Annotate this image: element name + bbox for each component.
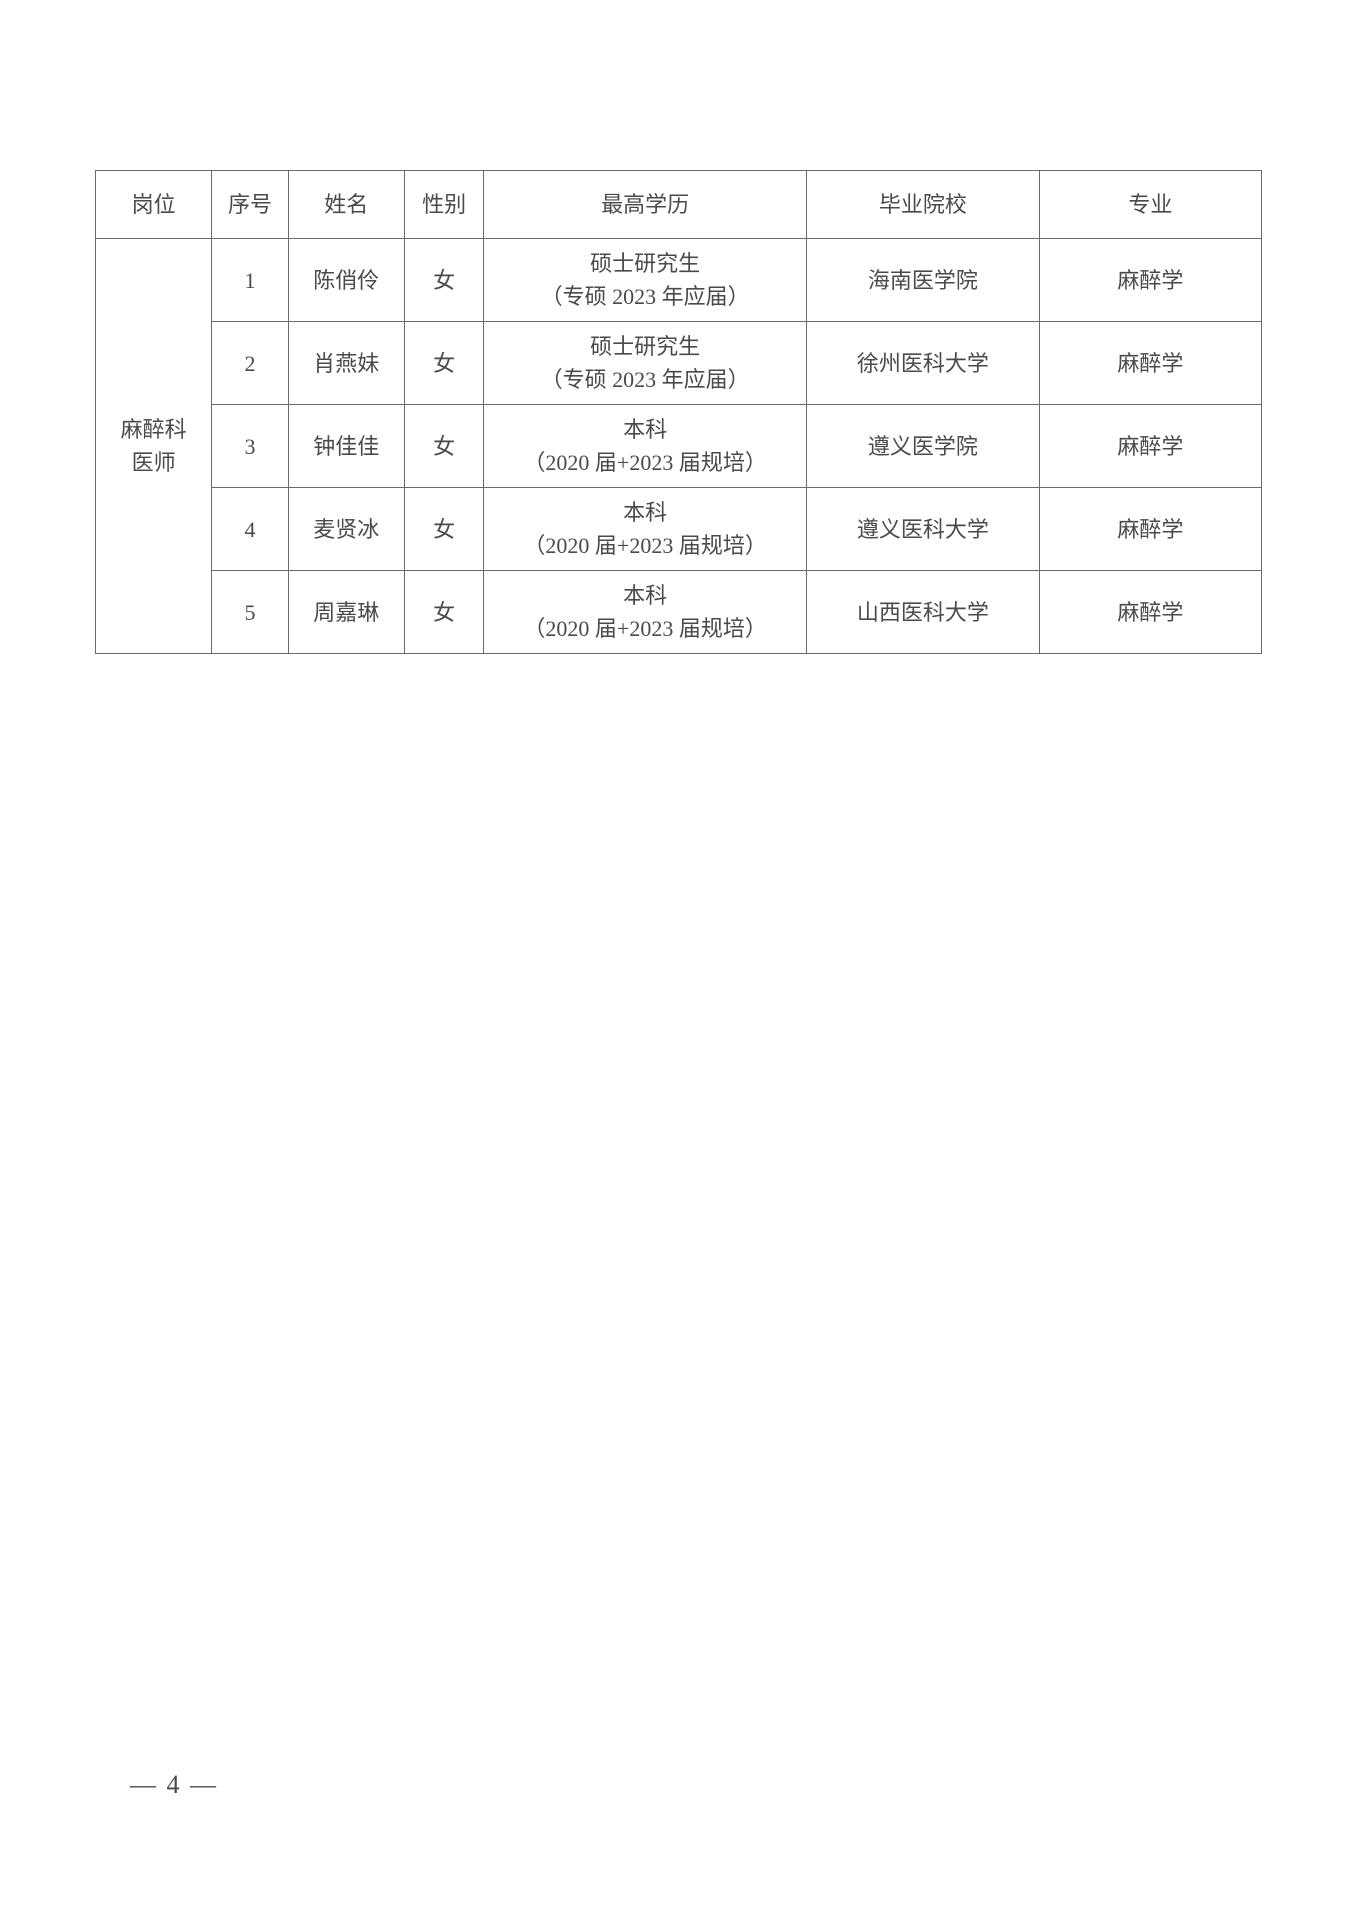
- edu-line2: （专硕 2023 年应届）: [488, 280, 802, 313]
- col-header-index: 序号: [212, 171, 288, 239]
- table-row: 4 麦贤冰 女 本科 （2020 届+2023 届规培） 遵义医科大学 麻醉学: [96, 488, 1262, 571]
- cell-name: 周嘉琳: [288, 571, 404, 654]
- cell-education: 本科 （2020 届+2023 届规培）: [484, 488, 807, 571]
- cell-school: 遵义医科大学: [806, 488, 1039, 571]
- roster-table: 岗位 序号 姓名 性别 最高学历 毕业院校 专业 麻醉科 医师 1 陈俏伶 女 …: [95, 170, 1262, 654]
- position-line2: 医师: [132, 450, 176, 475]
- cell-major: 麻醉学: [1039, 322, 1261, 405]
- table-row: 3 钟佳佳 女 本科 （2020 届+2023 届规培） 遵义医学院 麻醉学: [96, 405, 1262, 488]
- cell-major: 麻醉学: [1039, 571, 1261, 654]
- cell-index: 3: [212, 405, 288, 488]
- edu-line2: （2020 届+2023 届规培）: [488, 529, 802, 562]
- position-line1: 麻醉科: [121, 417, 187, 442]
- document-page: 岗位 序号 姓名 性别 最高学历 毕业院校 专业 麻醉科 医师 1 陈俏伶 女 …: [0, 0, 1357, 1920]
- col-header-school: 毕业院校: [806, 171, 1039, 239]
- cell-sex: 女: [404, 322, 483, 405]
- cell-education: 本科 （2020 届+2023 届规培）: [484, 571, 807, 654]
- cell-school: 徐州医科大学: [806, 322, 1039, 405]
- cell-education: 硕士研究生 （专硕 2023 年应届）: [484, 239, 807, 322]
- cell-education: 本科 （2020 届+2023 届规培）: [484, 405, 807, 488]
- cell-name: 肖燕妹: [288, 322, 404, 405]
- edu-line1: 硕士研究生: [488, 330, 802, 363]
- cell-school: 海南医学院: [806, 239, 1039, 322]
- page-number: — 4 —: [130, 1770, 218, 1800]
- edu-line1: 硕士研究生: [488, 247, 802, 280]
- cell-school: 遵义医学院: [806, 405, 1039, 488]
- cell-index: 4: [212, 488, 288, 571]
- edu-line1: 本科: [488, 579, 802, 612]
- edu-line2: （2020 届+2023 届规培）: [488, 446, 802, 479]
- cell-school: 山西医科大学: [806, 571, 1039, 654]
- cell-sex: 女: [404, 571, 483, 654]
- cell-sex: 女: [404, 239, 483, 322]
- table-header-row: 岗位 序号 姓名 性别 最高学历 毕业院校 专业: [96, 171, 1262, 239]
- cell-major: 麻醉学: [1039, 239, 1261, 322]
- col-header-name: 姓名: [288, 171, 404, 239]
- edu-line2: （专硕 2023 年应届）: [488, 363, 802, 396]
- col-header-major: 专业: [1039, 171, 1261, 239]
- table-row: 麻醉科 医师 1 陈俏伶 女 硕士研究生 （专硕 2023 年应届） 海南医学院…: [96, 239, 1262, 322]
- cell-position: 麻醉科 医师: [96, 239, 212, 654]
- cell-major: 麻醉学: [1039, 488, 1261, 571]
- cell-education: 硕士研究生 （专硕 2023 年应届）: [484, 322, 807, 405]
- cell-name: 麦贤冰: [288, 488, 404, 571]
- cell-index: 5: [212, 571, 288, 654]
- edu-line2: （2020 届+2023 届规培）: [488, 612, 802, 645]
- table-row: 5 周嘉琳 女 本科 （2020 届+2023 届规培） 山西医科大学 麻醉学: [96, 571, 1262, 654]
- col-header-position: 岗位: [96, 171, 212, 239]
- edu-line1: 本科: [488, 496, 802, 529]
- cell-index: 2: [212, 322, 288, 405]
- edu-line1: 本科: [488, 413, 802, 446]
- col-header-education: 最高学历: [484, 171, 807, 239]
- table-row: 2 肖燕妹 女 硕士研究生 （专硕 2023 年应届） 徐州医科大学 麻醉学: [96, 322, 1262, 405]
- cell-sex: 女: [404, 405, 483, 488]
- col-header-sex: 性别: [404, 171, 483, 239]
- cell-sex: 女: [404, 488, 483, 571]
- cell-name: 陈俏伶: [288, 239, 404, 322]
- cell-name: 钟佳佳: [288, 405, 404, 488]
- cell-major: 麻醉学: [1039, 405, 1261, 488]
- cell-index: 1: [212, 239, 288, 322]
